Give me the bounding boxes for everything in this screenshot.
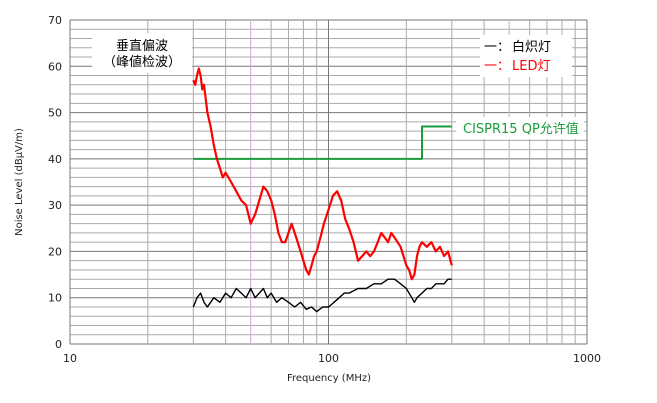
led-series-line: [192, 67, 453, 281]
x-tick-label: 1000: [573, 352, 601, 365]
annotation-box: [92, 33, 192, 73]
limit-label: CISPR15 QP允许值: [463, 121, 579, 137]
legend-marker-incandescent: 一：: [484, 40, 510, 55]
y-tick-label: 20: [48, 245, 62, 258]
legend-label-incandescent: 白炽灯: [512, 39, 551, 55]
y-axis-label: Noise Level (dBμV/m): [14, 128, 25, 236]
y-tick-label: 0: [55, 338, 62, 351]
cispr15-limit-line: [193, 125, 452, 160]
x-tick-label: 10: [63, 352, 77, 365]
y-tick-label: 40: [48, 153, 62, 166]
x-axis-label: Frequency (MHz): [287, 373, 371, 384]
y-tick-label: 10: [48, 292, 62, 305]
y-tick-label: 30: [48, 199, 62, 212]
x-tick-label: 100: [318, 352, 339, 365]
y-tick-label: 70: [48, 14, 62, 27]
y-tick-label: 50: [48, 107, 62, 120]
y-tick-label: 60: [48, 60, 62, 73]
legend-box: [480, 35, 572, 77]
incandescent-series-line: [192, 278, 452, 313]
annotation-line1: 垂直偏波: [116, 39, 168, 54]
annotation-line2: （峰値检波）: [103, 54, 181, 70]
legend-label-led: LED灯: [512, 59, 550, 74]
limit-label-box: [456, 117, 584, 139]
legend-marker-led: 一：: [484, 59, 510, 74]
